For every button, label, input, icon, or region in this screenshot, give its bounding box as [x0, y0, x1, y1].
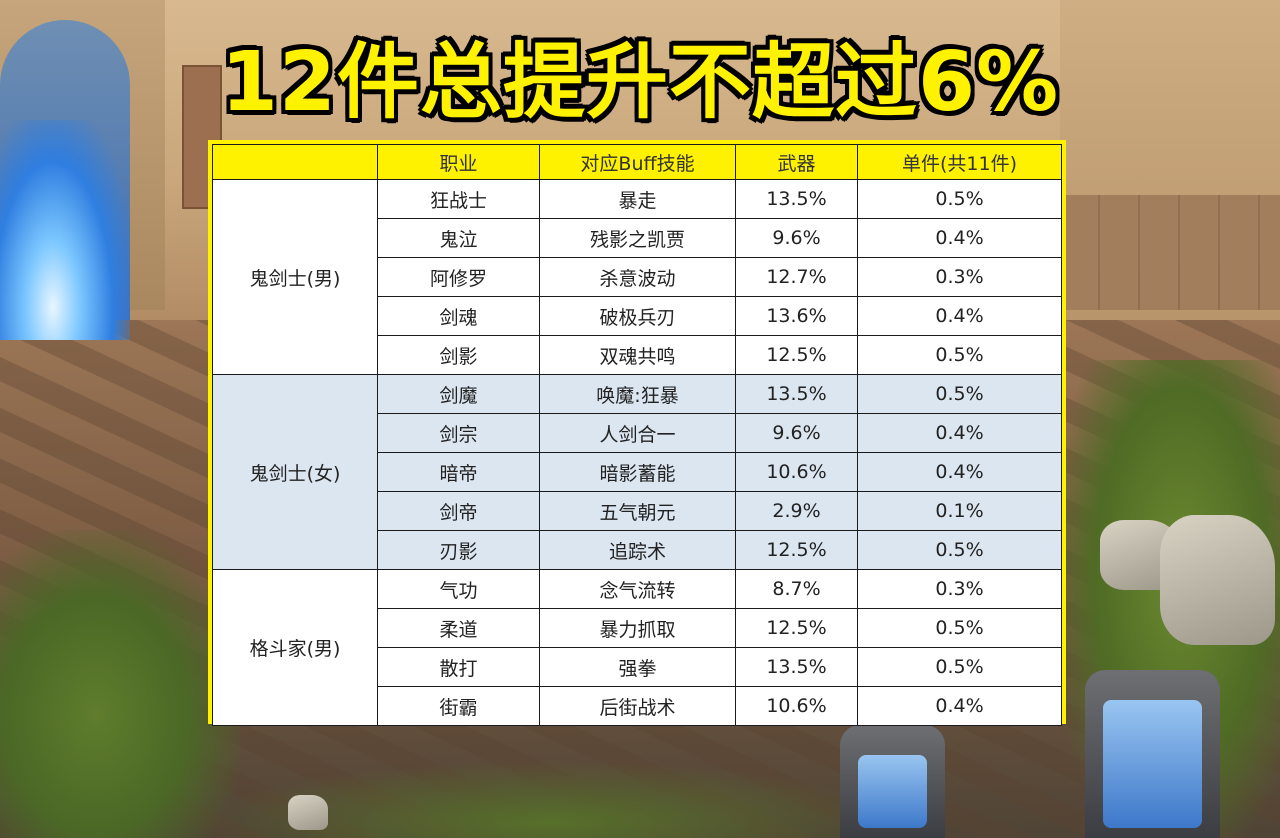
- rune-pillar: [1085, 670, 1220, 838]
- job-cell: 散打: [377, 647, 540, 687]
- table-row: 散打 强拳 13.5% 0.5%: [213, 647, 1062, 687]
- piece-cell: 0.4%: [857, 413, 1062, 453]
- job-cell: 气功: [377, 569, 540, 609]
- weapon-cell: 12.7%: [735, 257, 858, 297]
- class-cell: 鬼剑士(男): [212, 179, 378, 375]
- job-cell: 刃影: [377, 530, 540, 570]
- job-cell: 剑魔: [377, 374, 540, 414]
- table-row: 鬼剑士(男) 狂战士 暴走 13.5% 0.5%: [212, 179, 1062, 375]
- rock: [288, 795, 328, 830]
- weapon-cell: 2.9%: [735, 491, 858, 531]
- weapon-cell: 13.5%: [735, 374, 858, 414]
- weapon-cell: 12.5%: [735, 335, 858, 375]
- table-row: 剑魂 破极兵刃 13.6% 0.4%: [213, 296, 1062, 336]
- blue-portal: [0, 120, 130, 340]
- class-cell: 鬼剑士(女): [212, 374, 378, 570]
- table-row: 鬼剑士(女) 剑魔 唤魔:狂暴 13.5% 0.5%: [212, 374, 1062, 570]
- table-row: 剑影 双魂共鸣 12.5% 0.5%: [213, 335, 1062, 375]
- weapon-cell: 13.6%: [735, 296, 858, 336]
- piece-cell: 0.4%: [857, 686, 1062, 726]
- skill-cell: 双魂共鸣: [539, 335, 736, 375]
- skill-cell: 暴力抓取: [539, 608, 736, 648]
- piece-cell: 0.5%: [857, 530, 1062, 570]
- table-row: 刃影 追踪术 12.5% 0.5%: [213, 530, 1062, 570]
- header-skill: 对应Buff技能: [539, 144, 736, 180]
- job-cell: 柔道: [377, 608, 540, 648]
- piece-cell: 0.3%: [857, 569, 1062, 609]
- rune-pillar: [840, 725, 945, 838]
- piece-cell: 0.5%: [857, 374, 1062, 414]
- table-row: 格斗家(男) 气功 念气流转 8.7% 0.3%: [212, 569, 1062, 726]
- weapon-cell: 10.6%: [735, 686, 858, 726]
- job-cell: 暗帝: [377, 452, 540, 492]
- table-row: 阿修罗 杀意波动 12.7% 0.3%: [213, 257, 1062, 297]
- table-row: 鬼泣 残影之凯贾 9.6% 0.4%: [213, 218, 1062, 258]
- job-cell: 街霸: [377, 686, 540, 726]
- header-piece: 单件(共11件): [857, 144, 1062, 180]
- skill-cell: 追踪术: [539, 530, 736, 570]
- job-cell: 鬼泣: [377, 218, 540, 258]
- table-row: 街霸 后街战术 10.6% 0.4%: [213, 686, 1062, 726]
- brick-wall: [1060, 195, 1280, 310]
- table-header-row: 职业 对应Buff技能 武器 单件(共11件): [212, 144, 1062, 180]
- piece-cell: 0.3%: [857, 257, 1062, 297]
- skill-cell: 暗影蓄能: [539, 452, 736, 492]
- skill-cell: 念气流转: [539, 569, 736, 609]
- piece-cell: 0.5%: [857, 179, 1062, 219]
- table-row: 柔道 暴力抓取 12.5% 0.5%: [213, 608, 1062, 648]
- piece-cell: 0.4%: [857, 452, 1062, 492]
- skill-cell: 强拳: [539, 647, 736, 687]
- piece-cell: 0.1%: [857, 491, 1062, 531]
- rock: [1160, 515, 1275, 645]
- table-row: 暗帝 暗影蓄能 10.6% 0.4%: [213, 452, 1062, 492]
- piece-cell: 0.5%: [857, 608, 1062, 648]
- weapon-cell: 8.7%: [735, 569, 858, 609]
- piece-cell: 0.5%: [857, 647, 1062, 687]
- skill-cell: 杀意波动: [539, 257, 736, 297]
- job-cell: 剑宗: [377, 413, 540, 453]
- buff-table-frame: 职业 对应Buff技能 武器 单件(共11件) 鬼剑士(男) 狂战士 暴走 13…: [208, 140, 1066, 726]
- skill-cell: 人剑合一: [539, 413, 736, 453]
- skill-cell: 后街战术: [539, 686, 736, 726]
- skill-cell: 唤魔:狂暴: [539, 374, 736, 414]
- job-cell: 阿修罗: [377, 257, 540, 297]
- class-cell: 格斗家(男): [212, 569, 378, 726]
- weapon-cell: 12.5%: [735, 608, 858, 648]
- skill-cell: 残影之凯贾: [539, 218, 736, 258]
- buff-table: 职业 对应Buff技能 武器 单件(共11件) 鬼剑士(男) 狂战士 暴走 13…: [212, 144, 1062, 726]
- weapon-cell: 9.6%: [735, 413, 858, 453]
- piece-cell: 0.5%: [857, 335, 1062, 375]
- job-cell: 剑帝: [377, 491, 540, 531]
- header-weapon: 武器: [735, 144, 858, 180]
- weapon-cell: 13.5%: [735, 179, 858, 219]
- piece-cell: 0.4%: [857, 218, 1062, 258]
- headline: 12件总提升不超过6%: [220, 35, 1060, 130]
- table-row: 剑帝 五气朝元 2.9% 0.1%: [213, 491, 1062, 531]
- job-cell: 狂战士: [377, 179, 540, 219]
- skill-cell: 破极兵刃: [539, 296, 736, 336]
- skill-cell: 暴走: [539, 179, 736, 219]
- weapon-cell: 9.6%: [735, 218, 858, 258]
- job-cell: 剑影: [377, 335, 540, 375]
- weapon-cell: 12.5%: [735, 530, 858, 570]
- header-job: 职业: [377, 144, 540, 180]
- header-class: [212, 144, 378, 180]
- weapon-cell: 10.6%: [735, 452, 858, 492]
- weapon-cell: 13.5%: [735, 647, 858, 687]
- job-cell: 剑魂: [377, 296, 540, 336]
- table-row: 剑宗 人剑合一 9.6% 0.4%: [213, 413, 1062, 453]
- piece-cell: 0.4%: [857, 296, 1062, 336]
- skill-cell: 五气朝元: [539, 491, 736, 531]
